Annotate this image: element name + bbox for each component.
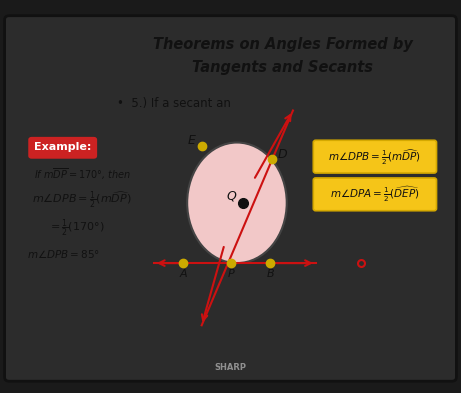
Text: P: P <box>227 270 234 279</box>
Text: Theorems on Angles Formed by: Theorems on Angles Formed by <box>153 37 413 52</box>
Text: A: A <box>179 270 187 279</box>
Text: SHARP: SHARP <box>214 363 247 372</box>
Text: Example:: Example: <box>34 142 91 152</box>
Text: If $m\overline{DP}=170°$, then: If $m\overline{DP}=170°$, then <box>34 167 131 182</box>
Text: •  5.) If a secant an: • 5.) If a secant an <box>117 97 230 110</box>
Text: Tangents and Secants: Tangents and Secants <box>192 60 373 75</box>
FancyBboxPatch shape <box>28 137 97 159</box>
Text: D: D <box>277 148 287 161</box>
Text: $m\angle DPB=\frac{1}{2}(m\widehat{DP})$: $m\angle DPB=\frac{1}{2}(m\widehat{DP})$ <box>328 147 421 167</box>
Text: $=\frac{1}{2}(170°)$: $=\frac{1}{2}(170°)$ <box>48 218 105 239</box>
FancyBboxPatch shape <box>313 178 437 211</box>
Text: $m\angle DPB=\frac{1}{2}(m\widehat{DP})$: $m\angle DPB=\frac{1}{2}(m\widehat{DP})$ <box>31 190 131 210</box>
Text: Q: Q <box>226 189 236 202</box>
Text: $m\angle DPA=\frac{1}{2}(\widehat{DEP})$: $m\angle DPA=\frac{1}{2}(\widehat{DEP})$ <box>330 185 420 204</box>
Text: B: B <box>266 270 274 279</box>
Text: E: E <box>187 134 195 147</box>
FancyBboxPatch shape <box>313 140 437 173</box>
Ellipse shape <box>187 143 287 263</box>
Text: $m\angle DPB=85°$: $m\angle DPB=85°$ <box>28 248 100 260</box>
FancyBboxPatch shape <box>5 16 456 381</box>
